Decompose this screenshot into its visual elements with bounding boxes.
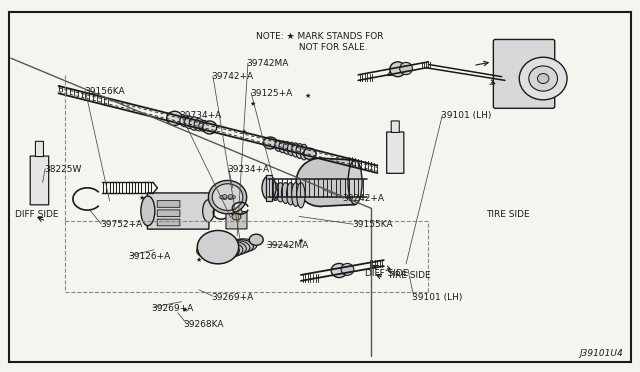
Ellipse shape bbox=[210, 240, 246, 257]
Ellipse shape bbox=[184, 116, 195, 128]
Ellipse shape bbox=[220, 195, 224, 199]
Ellipse shape bbox=[296, 158, 344, 206]
Ellipse shape bbox=[199, 121, 209, 132]
FancyBboxPatch shape bbox=[157, 201, 180, 207]
FancyBboxPatch shape bbox=[387, 132, 404, 173]
Text: 39101 (LH): 39101 (LH) bbox=[412, 293, 463, 302]
Ellipse shape bbox=[284, 142, 291, 154]
Ellipse shape bbox=[279, 141, 287, 153]
Ellipse shape bbox=[212, 184, 243, 211]
Ellipse shape bbox=[292, 143, 300, 157]
Ellipse shape bbox=[223, 195, 227, 198]
Ellipse shape bbox=[230, 239, 257, 252]
Ellipse shape bbox=[529, 66, 557, 91]
Ellipse shape bbox=[197, 231, 239, 264]
Ellipse shape bbox=[249, 234, 263, 245]
Ellipse shape bbox=[348, 160, 362, 205]
Text: DIFF SIDE: DIFF SIDE bbox=[15, 211, 59, 219]
Ellipse shape bbox=[263, 137, 277, 149]
FancyBboxPatch shape bbox=[147, 193, 209, 229]
Ellipse shape bbox=[232, 214, 241, 220]
Text: 39126+A: 39126+A bbox=[129, 252, 171, 261]
FancyBboxPatch shape bbox=[30, 156, 49, 205]
Text: J39101U4: J39101U4 bbox=[579, 349, 623, 358]
Text: 39242+A: 39242+A bbox=[342, 195, 384, 203]
Text: 39269+A: 39269+A bbox=[212, 293, 254, 302]
FancyBboxPatch shape bbox=[320, 158, 355, 206]
Ellipse shape bbox=[217, 240, 250, 255]
FancyBboxPatch shape bbox=[266, 175, 272, 201]
FancyBboxPatch shape bbox=[493, 39, 555, 108]
Text: TIRE SIDE: TIRE SIDE bbox=[486, 210, 529, 219]
FancyBboxPatch shape bbox=[157, 210, 180, 217]
Text: ★: ★ bbox=[182, 307, 188, 313]
Ellipse shape bbox=[276, 183, 285, 202]
Ellipse shape bbox=[196, 241, 239, 260]
Ellipse shape bbox=[209, 180, 246, 214]
Text: 39742MA: 39742MA bbox=[246, 59, 289, 68]
Ellipse shape bbox=[228, 196, 232, 200]
Text: 39125+A: 39125+A bbox=[250, 89, 292, 98]
Text: ★: ★ bbox=[304, 93, 310, 99]
Ellipse shape bbox=[287, 183, 295, 205]
Ellipse shape bbox=[303, 148, 316, 159]
Ellipse shape bbox=[296, 144, 303, 158]
Text: 39752+A: 39752+A bbox=[100, 221, 142, 230]
Text: 39734+A: 39734+A bbox=[180, 111, 222, 120]
Text: 39742+A: 39742+A bbox=[212, 72, 253, 81]
Ellipse shape bbox=[266, 185, 278, 200]
Ellipse shape bbox=[231, 195, 236, 199]
Ellipse shape bbox=[400, 62, 412, 75]
Text: TIRE SIDE: TIRE SIDE bbox=[387, 271, 431, 280]
Ellipse shape bbox=[203, 121, 217, 134]
Ellipse shape bbox=[166, 111, 182, 125]
Text: DIFF SIDE: DIFF SIDE bbox=[365, 269, 408, 278]
FancyBboxPatch shape bbox=[226, 212, 247, 229]
Ellipse shape bbox=[180, 116, 190, 127]
Ellipse shape bbox=[231, 208, 242, 216]
Text: ★: ★ bbox=[298, 237, 304, 244]
Ellipse shape bbox=[341, 263, 354, 275]
Ellipse shape bbox=[519, 57, 567, 100]
Ellipse shape bbox=[223, 239, 253, 253]
FancyBboxPatch shape bbox=[35, 141, 44, 157]
Ellipse shape bbox=[390, 62, 406, 77]
Ellipse shape bbox=[223, 196, 227, 200]
Ellipse shape bbox=[204, 241, 243, 259]
FancyBboxPatch shape bbox=[157, 219, 180, 226]
Ellipse shape bbox=[203, 200, 214, 222]
Ellipse shape bbox=[297, 183, 305, 208]
Text: NOTE: ★ MARK STANDS FOR
         NOT FOR SALE.: NOTE: ★ MARK STANDS FOR NOT FOR SALE. bbox=[256, 32, 384, 52]
Text: 39269+A: 39269+A bbox=[151, 304, 193, 313]
Ellipse shape bbox=[275, 140, 282, 151]
Text: ★: ★ bbox=[250, 102, 256, 108]
Text: 39268KA: 39268KA bbox=[183, 321, 223, 330]
FancyBboxPatch shape bbox=[391, 121, 399, 132]
Ellipse shape bbox=[538, 74, 549, 84]
Text: 39156KA: 39156KA bbox=[84, 87, 125, 96]
Text: 39242MA: 39242MA bbox=[266, 241, 308, 250]
Ellipse shape bbox=[262, 176, 276, 200]
Ellipse shape bbox=[282, 183, 290, 203]
Text: 39234+A: 39234+A bbox=[228, 165, 269, 174]
Ellipse shape bbox=[287, 142, 295, 155]
Text: 39155KA: 39155KA bbox=[352, 221, 392, 230]
Text: 39101 (LH): 39101 (LH) bbox=[441, 111, 492, 120]
Ellipse shape bbox=[228, 195, 232, 198]
Ellipse shape bbox=[141, 196, 155, 226]
Ellipse shape bbox=[331, 263, 347, 278]
Text: ★: ★ bbox=[196, 257, 202, 263]
Text: 38225W: 38225W bbox=[44, 165, 81, 174]
Ellipse shape bbox=[300, 144, 308, 160]
Ellipse shape bbox=[292, 183, 300, 206]
Text: ★: ★ bbox=[138, 195, 145, 201]
Ellipse shape bbox=[194, 119, 204, 131]
Ellipse shape bbox=[271, 183, 280, 201]
Ellipse shape bbox=[189, 117, 200, 130]
Text: ★: ★ bbox=[241, 129, 246, 135]
